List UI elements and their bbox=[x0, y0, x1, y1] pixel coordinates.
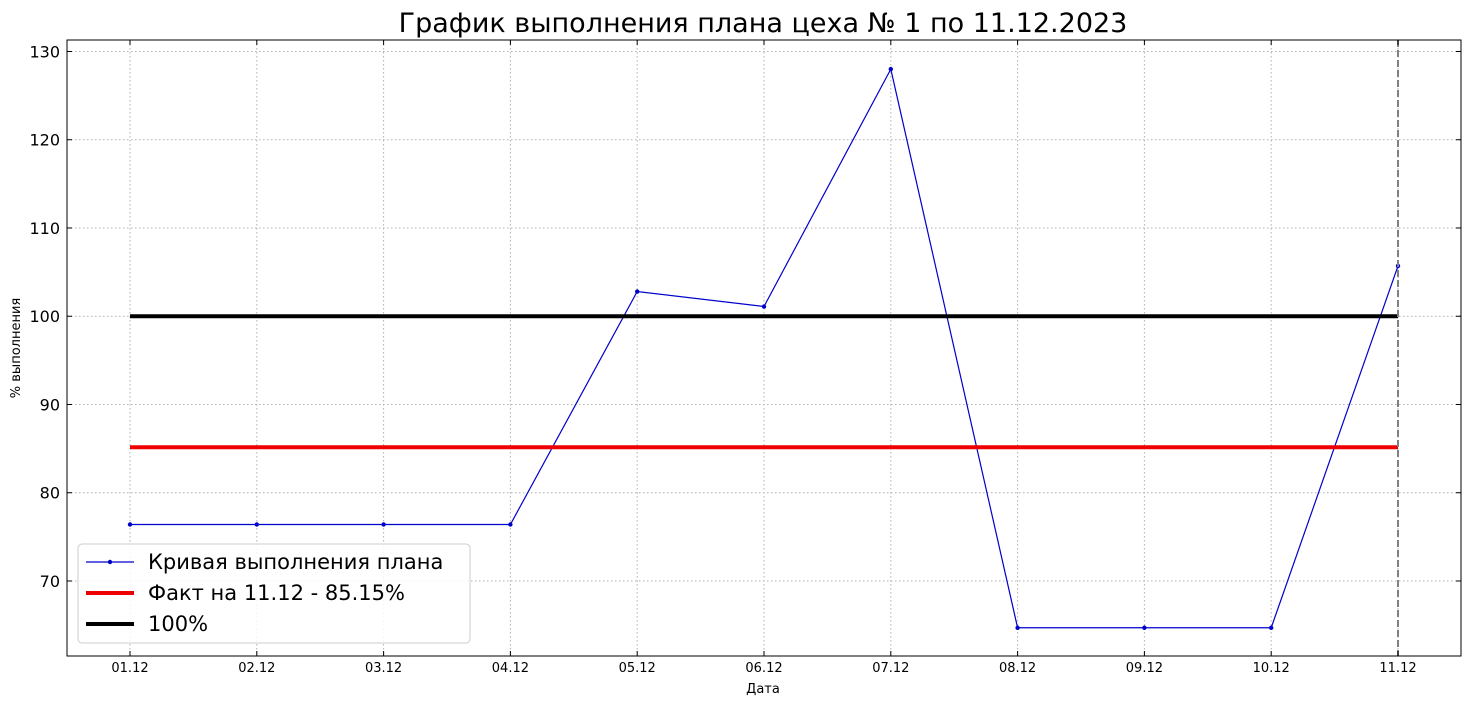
x-tick-label: 05.12 bbox=[619, 661, 656, 676]
y-tick-label: 70 bbox=[40, 572, 60, 591]
data-point bbox=[1015, 625, 1020, 630]
data-point bbox=[761, 304, 767, 309]
data-point bbox=[127, 522, 133, 527]
y-tick-label: 110 bbox=[29, 219, 60, 238]
data-point bbox=[381, 522, 386, 527]
series-layer bbox=[127, 40, 1401, 656]
x-tick-label: 09.12 bbox=[1126, 661, 1163, 676]
data-point bbox=[635, 289, 640, 294]
legend-box bbox=[77, 543, 471, 644]
y-tick-label: 120 bbox=[29, 131, 60, 150]
y-axis-label: % выполнения bbox=[9, 298, 24, 398]
data-point bbox=[1269, 625, 1274, 630]
chart-title: График выполнения плана цеха № 1 по 11.1… bbox=[399, 8, 1128, 39]
legend-marker bbox=[107, 559, 113, 565]
data-point bbox=[888, 66, 893, 72]
legend-label: Кривая выполнения плана bbox=[148, 550, 443, 574]
x-tick-label: 06.12 bbox=[745, 661, 782, 676]
x-tick-label: 01.12 bbox=[111, 661, 148, 676]
legend-label: 100% bbox=[148, 612, 208, 636]
axes: 01.12 02.12 03.12 04.12 05.12 06.12 07.12 08.12… bbox=[29, 39, 1462, 676]
x-tick-label: 07.12 bbox=[872, 661, 909, 676]
x-tick-label: 11.12 bbox=[1379, 661, 1416, 676]
x-tick-label: 04.12 bbox=[492, 661, 529, 676]
x-tick-label: 03.12 bbox=[365, 661, 402, 676]
x-tick-label: 02.12 bbox=[238, 661, 275, 676]
legend-label: Факт на 11.12 - 85.15% bbox=[148, 581, 405, 605]
y-tick-label: 130 bbox=[29, 42, 60, 61]
y-tick-label: 90 bbox=[40, 395, 60, 414]
y-tick-label: 100 bbox=[29, 307, 60, 326]
legend: Кривая выполнения плана Факт на 11.12 - 8… bbox=[77, 543, 471, 644]
data-point bbox=[254, 522, 259, 527]
x-tick-label: 08.12 bbox=[999, 661, 1036, 676]
x-axis-label: Дата bbox=[746, 682, 780, 697]
y-tick-label: 80 bbox=[40, 484, 60, 503]
data-point bbox=[508, 522, 513, 527]
x-tick-label: 10.12 bbox=[1253, 661, 1290, 676]
data-point bbox=[1142, 625, 1147, 630]
